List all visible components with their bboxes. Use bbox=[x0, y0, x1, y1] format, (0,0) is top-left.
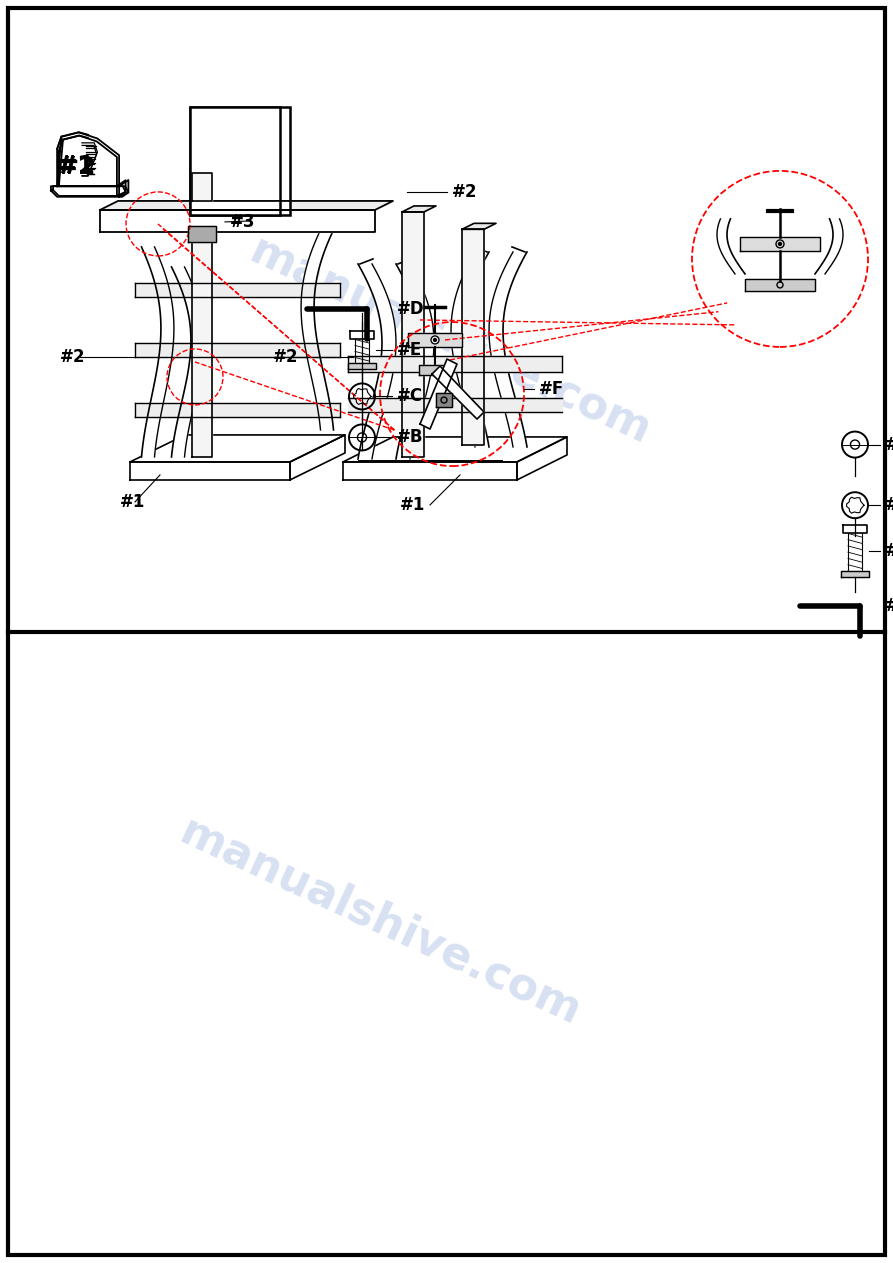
Text: #D: #D bbox=[885, 597, 893, 615]
Polygon shape bbox=[171, 266, 204, 457]
Polygon shape bbox=[130, 434, 345, 462]
Text: #1: #1 bbox=[400, 496, 425, 514]
Polygon shape bbox=[141, 248, 174, 457]
Polygon shape bbox=[343, 462, 517, 480]
Polygon shape bbox=[358, 264, 396, 458]
Polygon shape bbox=[135, 403, 340, 417]
Text: manualshive.com: manualshive.com bbox=[172, 810, 588, 1034]
Polygon shape bbox=[100, 201, 393, 210]
Polygon shape bbox=[350, 331, 374, 340]
Text: #B: #B bbox=[397, 428, 423, 446]
Circle shape bbox=[431, 336, 439, 344]
Polygon shape bbox=[843, 525, 867, 533]
Polygon shape bbox=[192, 227, 212, 457]
Polygon shape bbox=[408, 333, 462, 347]
Polygon shape bbox=[290, 434, 345, 480]
Text: #1: #1 bbox=[56, 154, 95, 178]
Text: #2: #2 bbox=[273, 347, 298, 366]
Polygon shape bbox=[348, 398, 562, 412]
Polygon shape bbox=[188, 226, 216, 242]
Text: #1: #1 bbox=[120, 493, 146, 512]
Text: #2: #2 bbox=[60, 347, 86, 366]
Polygon shape bbox=[745, 279, 815, 290]
Polygon shape bbox=[348, 356, 562, 371]
Text: #3: #3 bbox=[230, 213, 255, 231]
Polygon shape bbox=[462, 224, 496, 230]
Polygon shape bbox=[432, 366, 484, 419]
Polygon shape bbox=[841, 571, 869, 577]
Text: #F: #F bbox=[539, 380, 564, 398]
Polygon shape bbox=[119, 181, 129, 197]
Polygon shape bbox=[100, 210, 375, 232]
Circle shape bbox=[779, 242, 781, 245]
Polygon shape bbox=[517, 437, 567, 480]
Circle shape bbox=[433, 338, 437, 341]
Polygon shape bbox=[301, 230, 333, 429]
Text: #A: #A bbox=[885, 542, 893, 561]
Polygon shape bbox=[192, 173, 212, 201]
Polygon shape bbox=[343, 437, 567, 462]
Bar bbox=[190, 106, 280, 215]
Polygon shape bbox=[436, 393, 452, 407]
Text: #C: #C bbox=[397, 388, 423, 405]
Polygon shape bbox=[402, 206, 436, 212]
Polygon shape bbox=[59, 135, 117, 186]
Text: #2: #2 bbox=[452, 183, 478, 201]
Polygon shape bbox=[489, 251, 527, 447]
Polygon shape bbox=[57, 133, 119, 186]
Polygon shape bbox=[462, 230, 484, 445]
Polygon shape bbox=[51, 186, 129, 197]
Polygon shape bbox=[348, 364, 376, 370]
Text: #E: #E bbox=[397, 341, 422, 360]
Text: #D: #D bbox=[397, 301, 425, 318]
Polygon shape bbox=[419, 365, 451, 375]
Polygon shape bbox=[117, 181, 126, 196]
Text: manualshive.com: manualshive.com bbox=[243, 229, 657, 453]
Polygon shape bbox=[740, 237, 820, 251]
Text: #B: #B bbox=[885, 436, 893, 453]
Polygon shape bbox=[130, 462, 290, 480]
Polygon shape bbox=[451, 251, 489, 447]
Polygon shape bbox=[420, 359, 457, 429]
Polygon shape bbox=[396, 264, 434, 458]
Polygon shape bbox=[135, 344, 340, 357]
Polygon shape bbox=[402, 212, 424, 457]
Polygon shape bbox=[135, 283, 340, 297]
Text: #2: #2 bbox=[57, 155, 96, 179]
Text: #C: #C bbox=[885, 496, 893, 514]
Polygon shape bbox=[53, 186, 126, 196]
Bar bbox=[190, 106, 290, 215]
